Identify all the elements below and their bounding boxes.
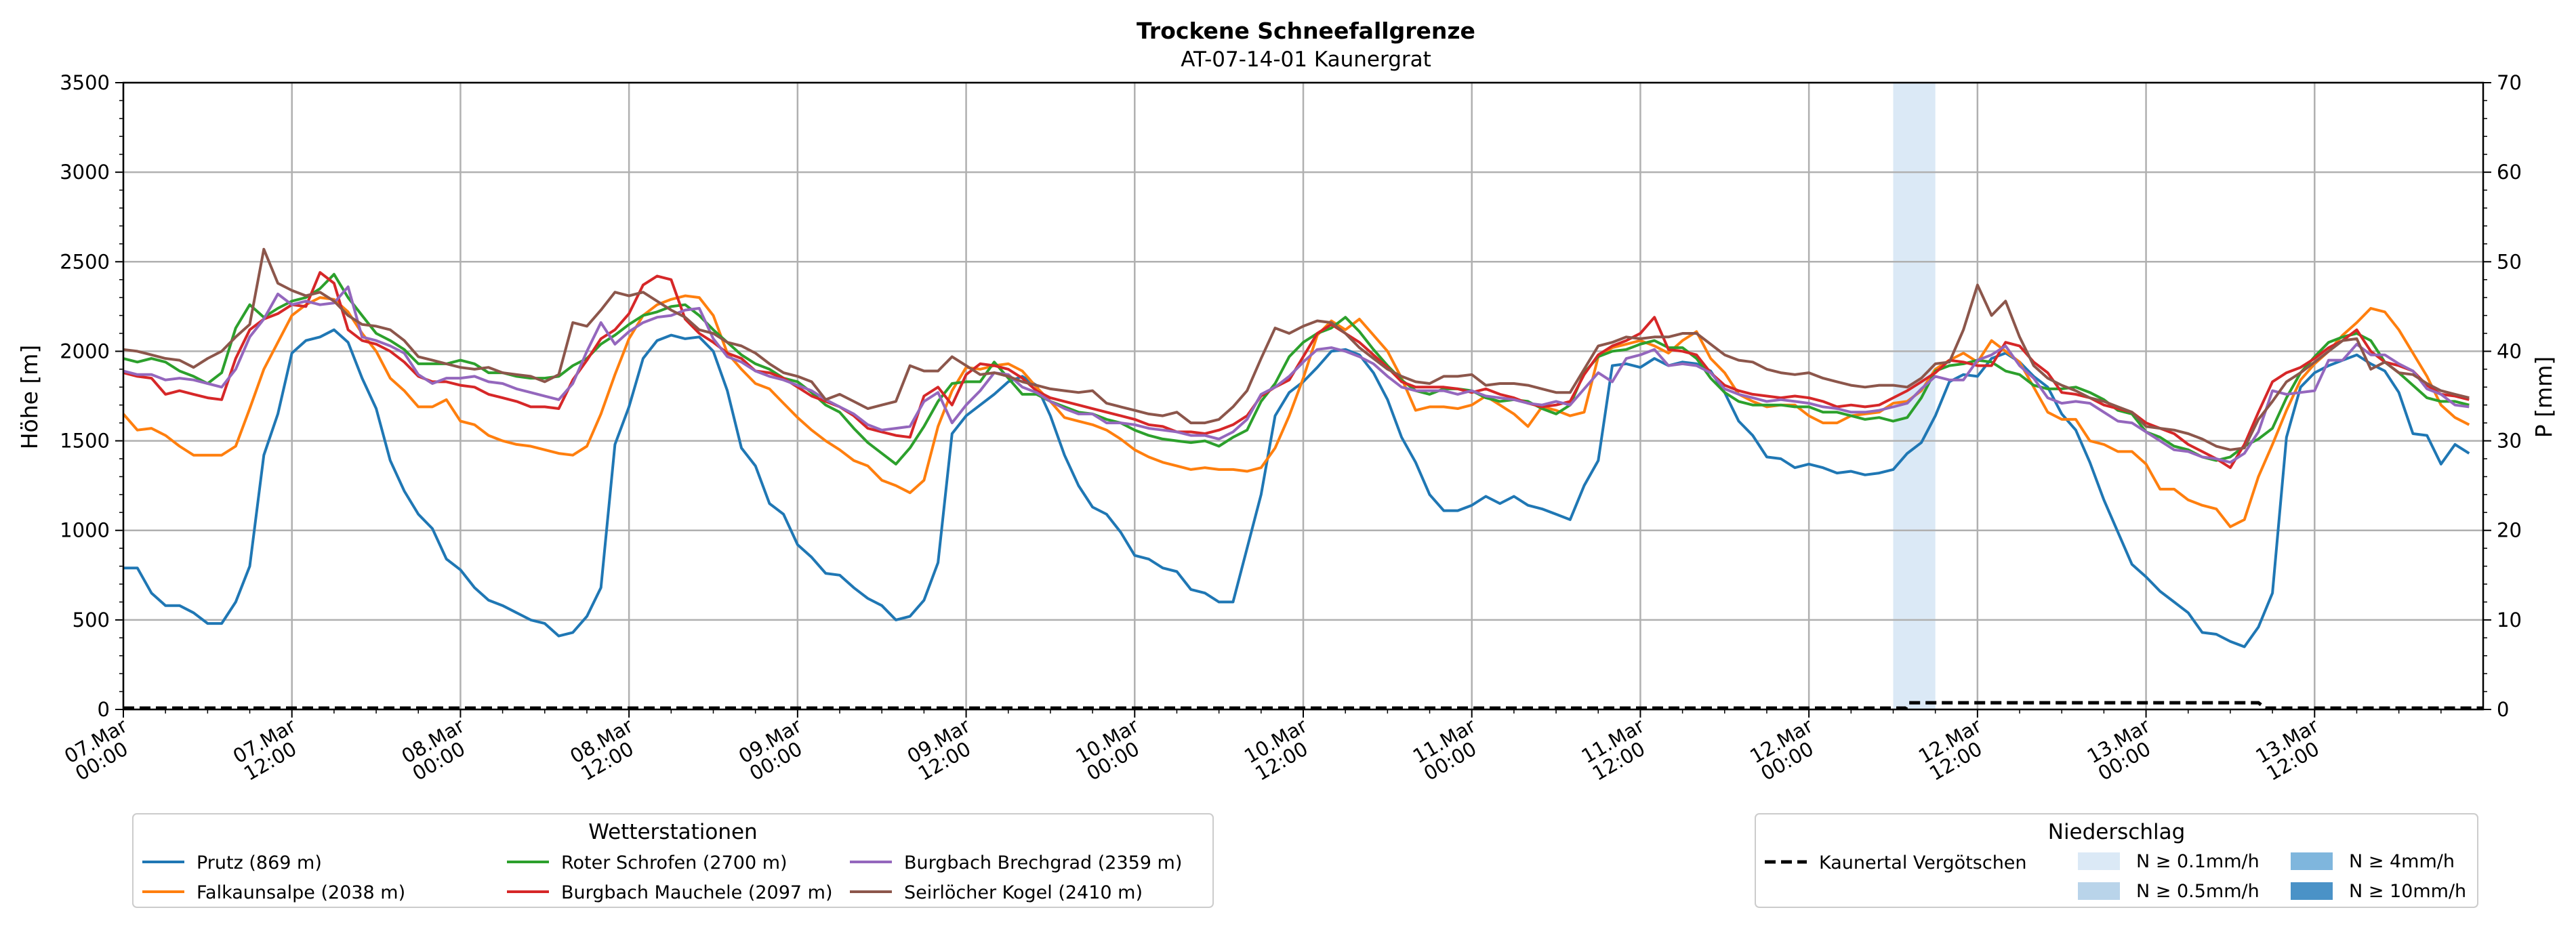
y-tick-label-4: 2000	[60, 339, 110, 363]
legend-label-4: Burgbach Brechgrad (2359 m)	[904, 852, 1182, 873]
y-tick-label-7: 3500	[60, 71, 110, 94]
legend-precip-label-1: N ≥ 0.5mm/h	[2136, 881, 2260, 902]
legend-stations: Wetterstationen Prutz (869 m) Falkaunsalp…	[132, 813, 1214, 908]
plot-area: 0 500 1000 1500 2000 2500 3000 3500 0 10 20 30 40 50 6…	[60, 71, 2522, 785]
legend-label-3: Burgbach Mauchele (2097 m)	[561, 882, 833, 903]
y-right-tick-label-3: 30	[2497, 430, 2522, 453]
legend-precip-swatch-3	[2291, 882, 2333, 900]
y-tick-label-3: 1500	[60, 430, 110, 453]
legend-precip-swatch-0	[2078, 852, 2120, 870]
y-tick-label-0: 0	[98, 698, 110, 721]
y-tick-label-6: 3000	[60, 161, 110, 184]
legend-precip-swatch-1	[2078, 882, 2120, 900]
series-line-5	[123, 247, 2470, 451]
legend-precip-label-0: N ≥ 0.1mm/h	[2136, 851, 2260, 872]
series-line-0	[123, 328, 2470, 648]
y-right-tick-label-0: 0	[2497, 698, 2509, 721]
legend-precip-line-label: Kaunertal Vergötschen	[1819, 852, 2027, 873]
legend-stations-title: Wetterstationen	[588, 820, 757, 844]
legend-stations-frame	[132, 813, 1214, 908]
legend-precip-label-2: N ≥ 4mm/h	[2349, 851, 2455, 872]
y-right-tick-label-6: 60	[2497, 161, 2522, 184]
y-right-tick-label-5: 50	[2497, 250, 2522, 273]
y-tick-label-5: 2500	[60, 250, 110, 273]
legend-label-0: Prutz (869 m)	[197, 852, 322, 873]
legend-label-5: Seirlöcher Kogel (2410 m)	[904, 882, 1143, 903]
legend-label-2: Roter Schrofen (2700 m)	[561, 852, 788, 873]
chart-title: Trockene Schneefallgrenze	[1137, 18, 1475, 44]
y-right-tick-label-4: 40	[2497, 339, 2522, 363]
y-tick-label-2: 1000	[60, 519, 110, 542]
y-right-tick-label-2: 20	[2497, 519, 2522, 542]
y-right-tick-label-1: 10	[2497, 608, 2522, 632]
legend-precipitation: Niederschlag Kaunertal Vergötschen N ≥ 0…	[1755, 813, 2478, 908]
y-tick-label-1: 500	[73, 608, 110, 632]
legend-precip-swatch-2	[2291, 852, 2333, 870]
legend-label-1: Falkaunsalpe (2038 m)	[197, 882, 405, 903]
series-line-1	[122, 294, 2470, 529]
series-line-4	[123, 285, 2470, 464]
y-axis-label-left: Höhe [m]	[16, 345, 43, 450]
y-axis-label-right: P [mm]	[2531, 356, 2557, 438]
series-line-2	[123, 272, 2470, 466]
legend-precip-label-3: N ≥ 10mm/h	[2349, 881, 2466, 902]
precipitation-line	[123, 701, 2483, 710]
y-right-tick-label-7: 70	[2497, 71, 2522, 94]
chart-subtitle: AT-07-14-01 Kaunergrat	[1181, 47, 1431, 72]
plot-frame	[122, 81, 2485, 711]
legend-precip-title: Niederschlag	[2048, 820, 2186, 844]
